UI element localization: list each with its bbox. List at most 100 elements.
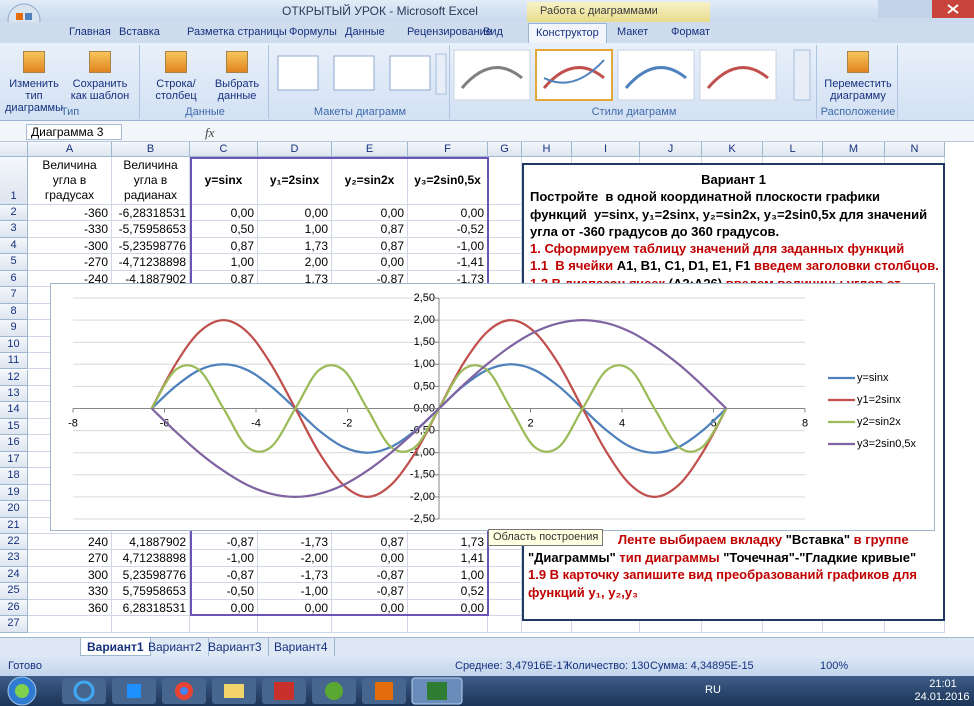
row-header[interactable]: 15 [0,419,28,435]
row-header[interactable]: 27 [0,616,28,632]
row-header[interactable]: 22 [0,534,28,550]
cell[interactable] [408,616,488,632]
column-header[interactable]: B [112,142,190,157]
cell[interactable] [488,157,522,205]
select-all[interactable] [0,142,28,157]
column-header[interactable]: C [190,142,258,157]
ribbon-button-icon[interactable] [89,51,111,73]
cell[interactable]: Величина угла в градусах [28,157,112,205]
ribbon-tab[interactable]: Вид [476,23,510,43]
ribbon-button-icon[interactable] [847,51,869,73]
column-header[interactable]: D [258,142,332,157]
column-header[interactable]: M [823,142,885,157]
row-header[interactable]: 25 [0,583,28,599]
ribbon-tab[interactable]: Главная [62,23,118,43]
cell[interactable]: -4,71238898 [112,254,190,270]
row-header[interactable]: 20 [0,501,28,517]
row-header[interactable]: 8 [0,304,28,320]
row-header[interactable]: 26 [0,600,28,616]
cell[interactable] [488,600,522,616]
ribbon-button-icon[interactable] [165,51,187,73]
ribbon-button-icon[interactable] [23,51,45,73]
cell[interactable] [488,616,522,632]
sheet-tab[interactable]: Вариант2 [142,638,209,656]
cell[interactable] [488,221,522,237]
row-header[interactable]: 4 [0,238,28,254]
row-header[interactable]: 16 [0,435,28,451]
window-controls[interactable] [878,0,974,20]
row-header[interactable]: 7 [0,287,28,303]
column-header[interactable]: F [408,142,488,157]
cell[interactable]: 4,1887902 [112,534,190,550]
ribbon-button[interactable]: Переместить диаграмму [822,78,894,102]
cell[interactable]: 4,71238898 [112,550,190,566]
ribbon-button[interactable]: Строка/столбец [143,78,209,102]
cell[interactable]: 270 [28,550,112,566]
row-header[interactable]: 14 [0,402,28,418]
row-header[interactable]: 13 [0,386,28,402]
row-header[interactable]: 6 [0,271,28,287]
sheet-tab[interactable]: Вариант4 [268,638,335,656]
cell[interactable]: 330 [28,583,112,599]
column-header[interactable]: N [885,142,945,157]
row-header[interactable]: 18 [0,468,28,484]
cell[interactable]: 240 [28,534,112,550]
cell[interactable]: -360 [28,205,112,221]
cell[interactable] [488,567,522,583]
cell[interactable]: -330 [28,221,112,237]
ribbon-tab[interactable]: Конструктор [528,23,607,43]
column-header[interactable]: E [332,142,408,157]
row-header[interactable]: 12 [0,370,28,386]
cell[interactable]: -270 [28,254,112,270]
row-header[interactable]: 10 [0,337,28,353]
fx-label[interactable]: fx [205,125,214,141]
sheet-tab[interactable]: Вариант1 [80,638,151,656]
cell[interactable] [190,616,258,632]
column-header[interactable]: G [488,142,522,157]
row-header[interactable]: 11 [0,353,28,369]
cell[interactable] [488,238,522,254]
cell[interactable]: Величина угла в радианах [112,157,190,205]
column-header[interactable]: K [702,142,763,157]
row-header[interactable]: 21 [0,518,28,534]
column-header[interactable]: A [28,142,112,157]
row-header[interactable]: 19 [0,485,28,501]
cell[interactable]: 5,75958653 [112,583,190,599]
ribbon-tab[interactable]: Данные [338,23,392,43]
cell[interactable] [488,550,522,566]
column-header[interactable]: H [522,142,572,157]
ribbon-button[interactable]: Сохранить как шаблон [64,78,136,102]
ribbon-tab[interactable]: Формат [664,23,717,43]
ribbon-tab[interactable]: Разметка страницы [180,23,294,43]
row-header[interactable]: 17 [0,452,28,468]
ribbon-button-icon[interactable] [226,51,248,73]
column-header[interactable]: J [640,142,702,157]
cell[interactable]: -5,75958653 [112,221,190,237]
cell[interactable] [488,583,522,599]
cell[interactable] [28,616,112,632]
row-header[interactable]: 24 [0,567,28,583]
row-header[interactable]: 3 [0,221,28,237]
ribbon-button[interactable]: Изменить тип диаграммы [2,78,66,114]
cell[interactable] [112,616,190,632]
cell[interactable] [488,254,522,270]
name-box[interactable]: Диаграмма 3 [26,124,122,140]
cell[interactable]: -300 [28,238,112,254]
ribbon-tab[interactable]: Макет [610,23,655,43]
cell[interactable]: -5,23598776 [112,238,190,254]
cell[interactable]: 6,28318531 [112,600,190,616]
row-header[interactable]: 9 [0,320,28,336]
column-header[interactable]: L [763,142,823,157]
cell[interactable]: 5,23598776 [112,567,190,583]
column-header[interactable]: I [572,142,640,157]
row-header[interactable]: 23 [0,550,28,566]
cell[interactable]: 360 [28,600,112,616]
ribbon-button[interactable]: Выбрать данные [207,78,267,102]
cell[interactable] [488,205,522,221]
ribbon-tab[interactable]: Формулы [282,23,344,43]
cell[interactable]: 300 [28,567,112,583]
sheet-tab[interactable]: Вариант3 [202,638,269,656]
cell[interactable] [258,616,332,632]
cell[interactable]: -6,28318531 [112,205,190,221]
row-header[interactable]: 1 [0,157,28,205]
